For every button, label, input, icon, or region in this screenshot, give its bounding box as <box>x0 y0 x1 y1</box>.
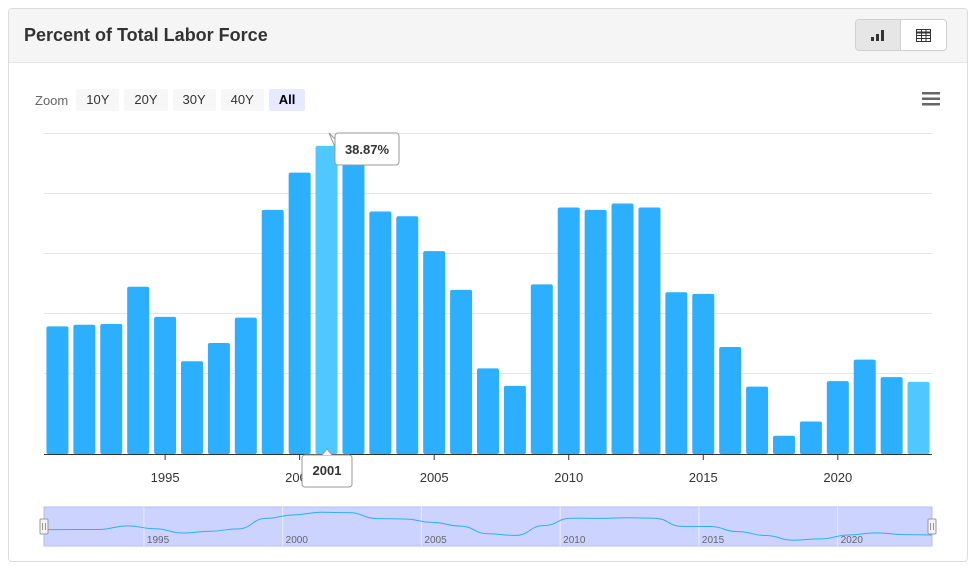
bar-chart-icon <box>871 30 884 41</box>
bar-1991[interactable] <box>46 326 69 454</box>
bar-2002[interactable] <box>342 150 365 454</box>
navigator-tick-label: 2005 <box>424 535 447 546</box>
zoom-30y-button[interactable]: 30Y <box>172 89 216 111</box>
tooltip-value: 38.87% <box>345 142 390 157</box>
value-tooltip: 38.87% <box>328 132 400 166</box>
navigator-tick-label: 2010 <box>563 535 586 546</box>
bar-2000[interactable] <box>288 172 311 454</box>
zoom-20y-button[interactable]: 20Y <box>124 89 168 111</box>
chart-card: Percent of Total Labor Force <box>8 8 968 562</box>
zoom-all-button[interactable]: All <box>268 89 306 111</box>
category-tooltip: 2001 <box>301 448 353 488</box>
bar-2010[interactable] <box>557 207 580 454</box>
hamburger-menu-icon[interactable] <box>922 92 940 111</box>
navigator-tick-label: 2020 <box>841 535 864 546</box>
navigator-left-handle[interactable] <box>39 518 49 535</box>
bar-2023[interactable] <box>907 381 930 454</box>
bar-1993[interactable] <box>100 324 123 454</box>
view-toggle <box>855 19 947 51</box>
bar-2021[interactable] <box>853 359 876 454</box>
zoom-label: Zoom <box>35 92 69 108</box>
bar-2004[interactable] <box>396 216 419 454</box>
bar-2009[interactable] <box>530 284 553 454</box>
bar-2014[interactable] <box>665 292 688 454</box>
navigator-tick-label: 1995 <box>147 535 170 546</box>
table-view-button[interactable] <box>901 20 946 50</box>
bar-2019[interactable] <box>799 421 822 454</box>
bar-2013[interactable] <box>638 207 661 454</box>
bar-2007[interactable] <box>477 368 499 454</box>
bar-2012[interactable] <box>611 203 634 454</box>
x-tick-label: 2005 <box>420 470 449 485</box>
navigator-series-line <box>43 511 933 541</box>
bar-2006[interactable] <box>450 289 473 454</box>
bar-2008[interactable] <box>503 385 526 454</box>
navigator-right-handle[interactable] <box>927 518 937 535</box>
bar-2015[interactable] <box>692 293 715 454</box>
card-header: Percent of Total Labor Force <box>9 9 967 63</box>
bar-1999[interactable] <box>261 209 284 454</box>
chart-view-button[interactable] <box>856 20 902 50</box>
navigator[interactable]: 1995 2000 2005 2010 2015 2020 <box>39 506 937 547</box>
zoom-bar: Zoom 10Y 20Y 30Y 40Y All <box>35 89 310 111</box>
x-tick-label: 2020 <box>823 470 852 485</box>
bar-1995[interactable] <box>154 316 177 454</box>
x-axis-ticks: 1995 2000 2005 2010 2015 2020 <box>151 454 852 485</box>
bar-2022[interactable] <box>880 377 903 454</box>
bar-2011[interactable] <box>584 209 607 454</box>
page-title: Percent of Total Labor Force <box>24 25 268 45</box>
navigator-tick-label: 2015 <box>702 535 725 546</box>
bars <box>46 145 930 455</box>
bar-1997[interactable] <box>207 343 230 454</box>
table-icon <box>916 28 931 42</box>
bar-1998[interactable] <box>234 317 257 454</box>
bar-1996[interactable] <box>181 361 203 454</box>
bar-2005[interactable] <box>423 251 446 454</box>
bar-2003[interactable] <box>369 211 392 454</box>
grid-lines <box>44 133 932 374</box>
x-tick-label: 2015 <box>689 470 718 485</box>
bar-2018[interactable] <box>773 435 795 454</box>
bar-2017[interactable] <box>746 386 769 454</box>
zoom-10y-button[interactable]: 10Y <box>76 89 120 111</box>
x-tick-label: 1995 <box>151 470 180 485</box>
x-tick-label: 2010 <box>554 470 583 485</box>
tooltip: 38.87% 2001 <box>301 132 400 488</box>
tooltip-category: 2001 <box>313 463 342 478</box>
bar-2020[interactable] <box>826 381 849 454</box>
bar-1992[interactable] <box>73 324 96 454</box>
zoom-40y-button[interactable]: 40Y <box>220 89 264 111</box>
navigator-tick-label: 2000 <box>286 535 309 546</box>
bar-2001[interactable] <box>315 145 338 455</box>
bar-1994[interactable] <box>127 286 150 454</box>
bar-2016[interactable] <box>719 347 742 454</box>
